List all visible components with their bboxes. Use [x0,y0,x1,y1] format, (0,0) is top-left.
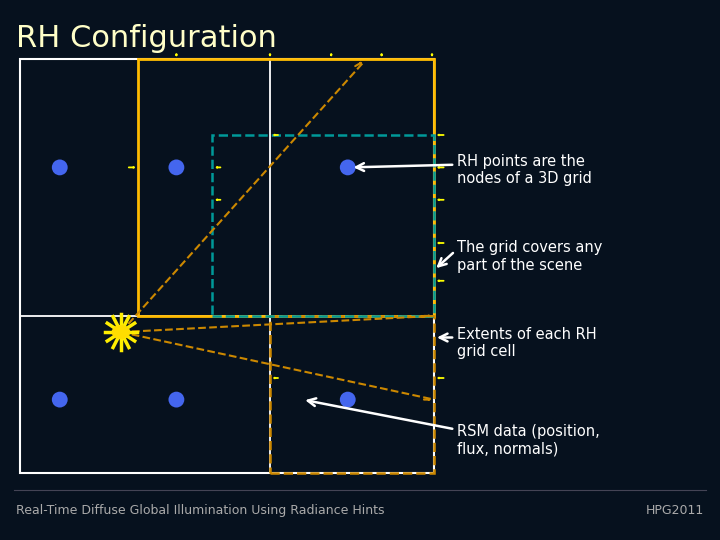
Point [171,395,182,404]
Text: HPG2011: HPG2011 [646,504,704,517]
Text: RSM data (position,
flux, normals): RSM data (position, flux, normals) [457,424,600,456]
Text: Real-Time Diffuse Global Illumination Using Radiance Hints: Real-Time Diffuse Global Illumination Us… [16,504,384,517]
Point [54,395,66,404]
Point [342,163,354,172]
Bar [138,59,434,316]
Bar [20,59,434,472]
Point [54,163,66,172]
Text: Extents of each RH
grid cell: Extents of each RH grid cell [457,327,597,359]
Circle shape [112,326,130,339]
Point [342,395,354,404]
Bar [270,316,434,472]
Point [171,163,182,172]
Text: RH points are the
nodes of a 3D grid: RH points are the nodes of a 3D grid [457,154,592,186]
Text: RH Configuration: RH Configuration [16,24,276,53]
Bar [212,135,434,316]
Text: The grid covers any
part of the scene: The grid covers any part of the scene [457,240,603,273]
